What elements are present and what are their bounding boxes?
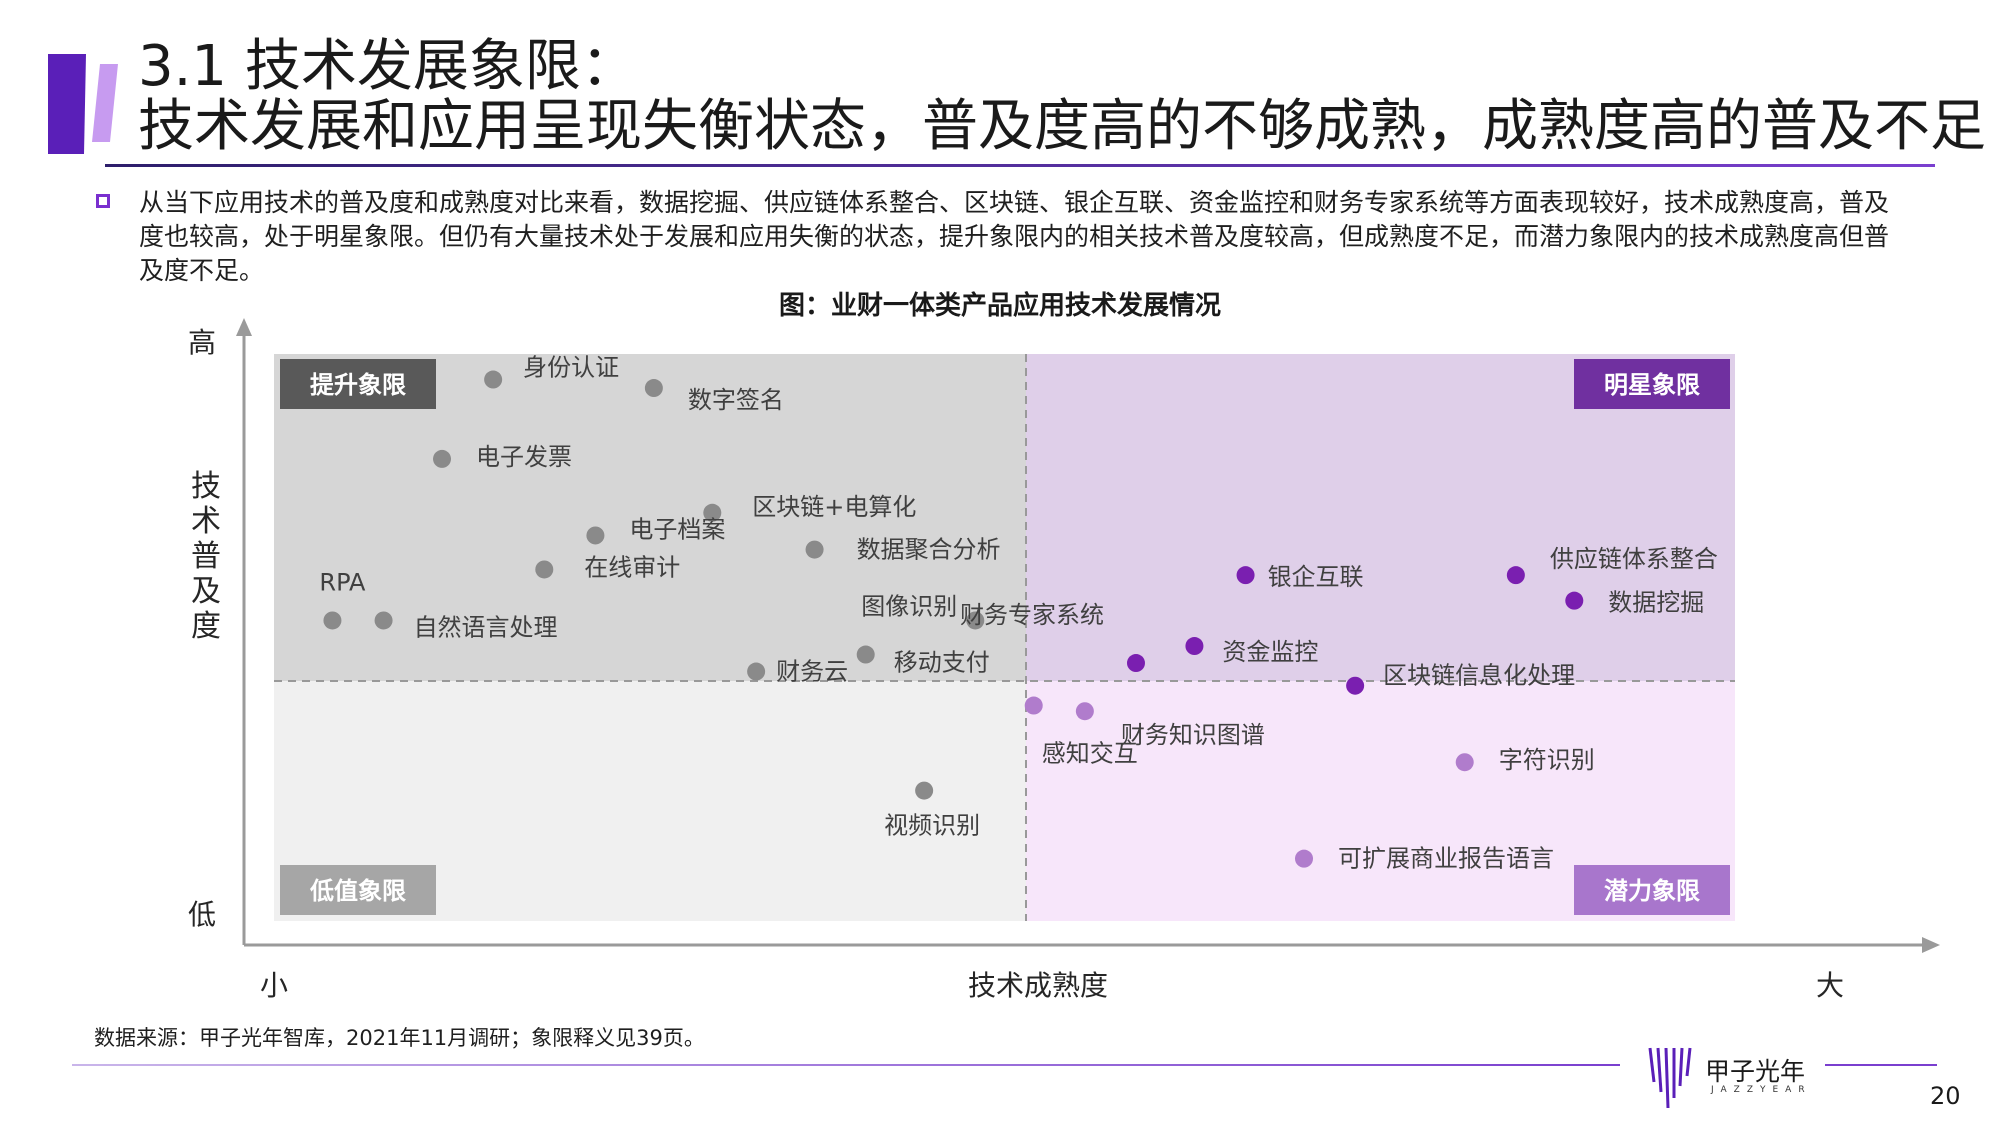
data-point [1506,566,1525,585]
quadrant-label-star-box [1574,359,1730,409]
brand-name: 甲子光年 [1705,1057,1806,1086]
data-point-label: 数字签名 [688,386,784,414]
data-point [805,540,824,559]
y-axis-title-char: 普 [191,539,221,574]
data-point [1126,654,1145,673]
data-point-label: 身份认证 [523,354,619,382]
data-point [433,449,452,468]
y-axis-title: 技术普及度 [191,469,221,644]
data-point [1565,591,1584,610]
x-axis-low-label: 小 [260,969,288,1002]
data-point [1024,696,1043,715]
bullet-square-icon [96,194,110,208]
footer-divider-right [1825,1064,1937,1066]
data-point-label: 供应链体系整合 [1550,545,1718,573]
data-point [374,611,393,630]
data-point-label: 银企互联 [1268,563,1364,591]
data-point-label: 移动支付 [894,649,990,677]
page-number: 20 [1930,1082,1961,1110]
data-point-label: 可扩展商业报告语言 [1338,845,1554,873]
quadrant-label-potential-box [1574,865,1730,915]
data-point [535,560,554,579]
brand-logo-icon [1648,1047,1692,1109]
data-point-label: 自然语言处理 [414,613,558,641]
data-point [1185,637,1204,656]
quadrant-label-potential: 潜力象限 [1604,877,1700,905]
data-point [1295,849,1314,868]
data-point-label: 感知交互 [1042,740,1138,768]
data-point-label: 财务知识图谱 [1121,721,1265,749]
quadrant-label-low-box [280,865,436,915]
quadrant-label-star: 明星象限 [1604,371,1700,399]
quadrant-label-upgrade: 提升象限 [310,371,406,399]
title-divider [105,164,1935,167]
brand-name-en: JAZZYEAR [1711,1085,1812,1095]
body-paragraph: 从当下应用技术的普及度和成熟度对比来看，数据挖掘、供应链体系整合、区块链、银企互… [139,188,1890,285]
data-point [915,781,934,800]
chart-title: 图：业财一体类产品应用技术发展情况 [778,291,1221,321]
data-point-label: 视频识别 [884,812,980,840]
data-point-label: 区块链+电算化 [752,493,916,521]
quadrant-label-low: 低值象限 [309,877,406,905]
quadrant-label-upgrade-box [280,359,436,409]
page-title-line1: 3.1 技术发展象限： [138,34,637,99]
data-point [484,370,503,389]
data-point-label: 数据聚合分析 [857,536,1001,564]
data-point [747,662,766,681]
data-point [856,645,875,664]
data-point [586,526,605,545]
data-point [703,503,722,522]
y-axis-title-char: 技 [191,469,221,504]
y-axis-title-char: 术 [191,504,221,539]
x-axis-arrow-icon [1922,937,1940,953]
data-point [1075,702,1094,721]
data-point-label: 电子发票 [476,443,572,471]
y-axis-high-label: 高 [188,326,216,359]
data-point [1455,753,1474,772]
y-axis-title-char: 度 [191,609,221,644]
data-point-label: 数据挖掘 [1608,589,1704,617]
data-point-label: 电子档案 [629,515,725,543]
data-point-label: RPA [319,568,366,596]
data-point [323,611,342,630]
data-point [644,379,663,398]
data-point-label: 资金监控 [1222,638,1318,666]
page-title-line2: 技术发展和应用呈现失衡状态，普及度高的不够成熟，成熟度高的普及不足 [138,94,1986,159]
data-point [1346,676,1365,695]
x-axis-title: 技术成熟度 [968,969,1108,1002]
data-point-label: 在线审计 [584,553,680,581]
y-axis-arrow-icon [236,318,252,336]
data-source-note: 数据来源：甲子光年智库，2021年11月调研；象限释义见39页。 [94,1026,705,1050]
data-point [1236,566,1255,585]
data-point-label: 财务专家系统 [960,601,1104,629]
y-axis-title-char: 及 [191,574,221,609]
data-point-label: 图像识别 [861,592,957,620]
footer-divider-left [72,1064,1620,1066]
y-axis-low-label: 低 [188,898,216,931]
data-point-label: 财务云 [776,658,848,686]
x-axis-high-label: 大 [1816,969,1844,1002]
data-point-label: 区块链信息化处理 [1383,662,1575,690]
data-point-label: 字符识别 [1499,746,1595,774]
data-point [966,611,985,630]
